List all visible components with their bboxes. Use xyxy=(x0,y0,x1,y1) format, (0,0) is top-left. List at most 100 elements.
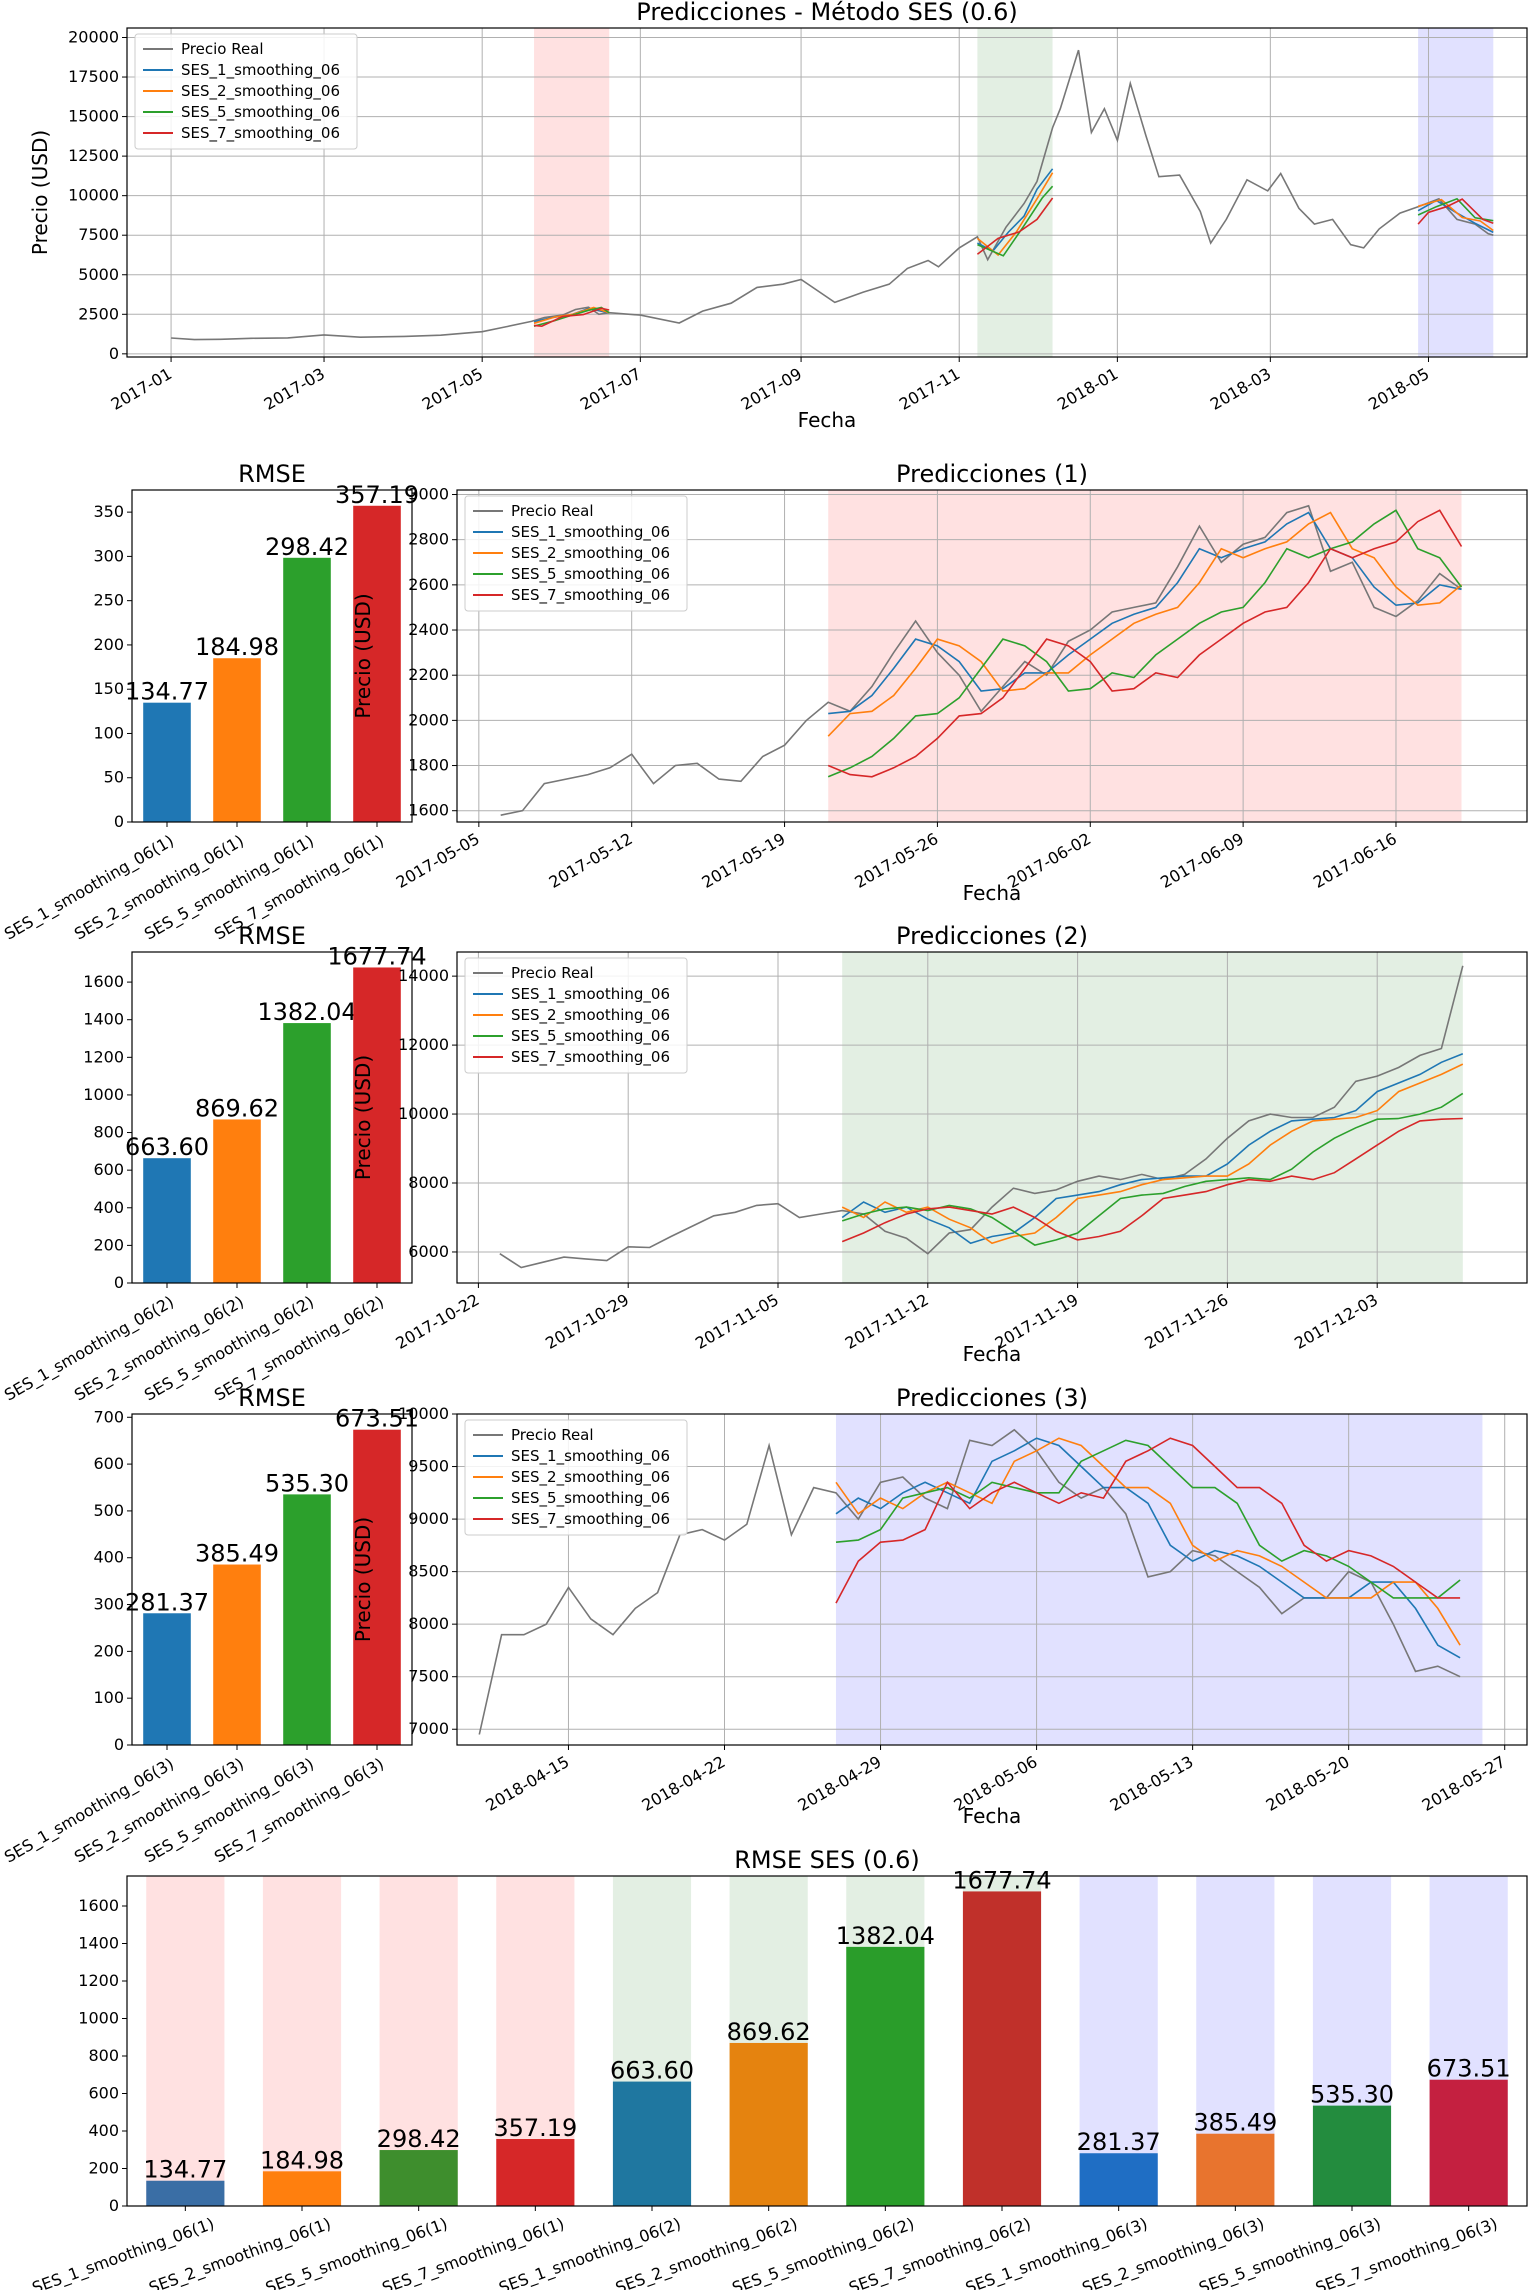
series-ses-7-smoothing-06 xyxy=(835,1437,1461,1604)
y-tick-label: 7500 xyxy=(408,1667,449,1686)
y-axis-label: Precio (USD) xyxy=(28,130,52,255)
bar-background xyxy=(146,1876,225,2206)
y-tick-label: 2400 xyxy=(408,620,449,639)
legend-label: SES_2_smoothing_06 xyxy=(511,544,670,563)
legend-label: SES_2_smoothing_06 xyxy=(511,1468,670,1487)
y-axis-label: Precio (USD) xyxy=(351,1517,375,1642)
y-tick-label: 10000 xyxy=(398,1104,449,1123)
y-tick-label: 600 xyxy=(88,2084,119,2103)
x-tick-label: 2018-04-22 xyxy=(638,1752,728,1815)
bar xyxy=(353,1429,401,1745)
x-axis-label: Fecha xyxy=(963,1804,1022,1828)
legend-label: SES_5_smoothing_06 xyxy=(181,103,340,122)
bar-value-label: 1677.74 xyxy=(327,942,426,970)
series-ses-5-smoothing-06 xyxy=(827,509,1463,778)
y-tick-label: 100 xyxy=(93,1688,124,1707)
series-ses-5-smoothing-06 xyxy=(841,1092,1464,1246)
y-tick-label: 300 xyxy=(93,1595,124,1614)
bar-background xyxy=(262,1876,342,2206)
legend-label: SES_5_smoothing_06 xyxy=(511,1027,670,1046)
y-tick-label: 2500 xyxy=(78,304,119,323)
bar xyxy=(262,2171,342,2206)
bar xyxy=(379,2150,458,2206)
x-tick-label: 2017-03 xyxy=(261,364,328,414)
series-ses-7-smoothing-06 xyxy=(827,509,1463,778)
y-tick-label: 50 xyxy=(104,768,124,787)
chart-title: RMSE SES (0.6) xyxy=(734,1846,920,1874)
axes-frame xyxy=(456,1413,1528,1746)
y-tick-label: 250 xyxy=(93,591,124,610)
y-tick-label: 15000 xyxy=(68,107,119,126)
y-tick-label: 600 xyxy=(93,1454,124,1473)
bar-value-label: 281.37 xyxy=(1077,2128,1161,2156)
series-precio-real xyxy=(500,504,1462,816)
legend-box xyxy=(464,1419,688,1536)
bar xyxy=(496,2139,575,2206)
bar-value-label: 298.42 xyxy=(377,2125,461,2153)
x-tick-label: SES_7_smoothing_06(3) xyxy=(1313,2214,1501,2290)
y-tick-label: 1400 xyxy=(78,1934,119,1953)
x-tick-label: 2017-10-22 xyxy=(392,1290,482,1353)
x-tick-label: 2017-05-19 xyxy=(699,829,789,892)
x-tick-label: 2017-09 xyxy=(738,364,805,414)
legend: Precio Real SES_1_smoothing_06 SES_2_smoot… xyxy=(464,1419,688,1536)
series-precio-real xyxy=(478,1428,1461,1735)
chart-title: Predicciones (1) xyxy=(896,460,1088,488)
chart-title: Predicciones - Método SES (0.6) xyxy=(636,0,1017,26)
panel-rmse_all: 02004006008001000120014001600134.77SES_1… xyxy=(30,1846,1528,2290)
y-tick-label: 9000 xyxy=(408,1509,449,1528)
series-ses-7-smoothing-06 xyxy=(976,197,1054,255)
bar xyxy=(1429,2079,1508,2206)
panel-main: 0 2500 5000 7500 10000 12500 15000 17500 20000 20… xyxy=(28,0,1528,432)
y-tick-label: 6000 xyxy=(408,1242,449,1261)
bar-value-label: 184.98 xyxy=(195,633,279,661)
series-ses-7-smoothing-06 xyxy=(533,307,610,328)
bar xyxy=(143,702,191,822)
bar xyxy=(353,505,401,822)
bar xyxy=(283,557,331,822)
bar-value-label: 184.98 xyxy=(260,2146,344,2174)
x-tick-label: 2017-11-05 xyxy=(692,1290,782,1353)
y-tick-label: 2800 xyxy=(408,530,449,549)
y-tick-label: 0 xyxy=(109,2196,119,2215)
x-tick-label: 2018-05 xyxy=(1365,364,1432,414)
y-tick-label: 400 xyxy=(93,1198,124,1217)
bar-value-label: 357.19 xyxy=(493,2114,577,2142)
y-tick-label: 1600 xyxy=(83,972,124,991)
panel-pred1: 1600 1800 2000 2200 2400 2600 2800 3000 2017-05-… xyxy=(351,460,1528,905)
y-tick-label: 0 xyxy=(114,1735,124,1754)
shaded-window xyxy=(1418,28,1494,357)
bar xyxy=(213,1119,261,1283)
y-tick-label: 5000 xyxy=(78,265,119,284)
legend-label: SES_7_smoothing_06 xyxy=(511,1510,670,1529)
legend-label: SES_7_smoothing_06 xyxy=(511,1048,670,1067)
bar xyxy=(143,1158,191,1283)
x-tick-label: 2017-05 xyxy=(419,364,486,414)
y-tick-label: 0 xyxy=(109,344,119,363)
y-tick-label: 7500 xyxy=(78,225,119,244)
x-tick-label: 2017-11-26 xyxy=(1141,1290,1231,1353)
y-tick-label: 700 xyxy=(93,1407,124,1426)
y-tick-label: 150 xyxy=(93,679,124,698)
x-tick-label: 2018-05-13 xyxy=(1107,1752,1197,1815)
x-tick-label: 2017-11 xyxy=(896,364,963,414)
y-axis-label: Precio (USD) xyxy=(351,1055,375,1180)
bar xyxy=(846,1946,925,2206)
axes-frame xyxy=(456,951,1528,1284)
bar-value-label: 134.77 xyxy=(143,2156,227,2184)
bar-value-label: 1382.04 xyxy=(257,998,356,1026)
y-tick-label: 200 xyxy=(93,635,124,654)
legend-label: SES_2_smoothing_06 xyxy=(181,82,340,101)
shaded-window xyxy=(534,28,610,357)
axes-frame xyxy=(131,489,413,823)
x-tick-label: 2018-01 xyxy=(1054,364,1121,414)
y-tick-label: 8000 xyxy=(408,1173,449,1192)
y-tick-label: 300 xyxy=(93,546,124,565)
y-tick-label: 20000 xyxy=(68,27,119,46)
axes-frame xyxy=(131,951,413,1284)
y-tick-label: 1600 xyxy=(408,801,449,820)
bar xyxy=(146,2180,225,2206)
panel-rmse3: 0100200300400500600700281.37SES_1_smooth… xyxy=(1,1384,419,1867)
x-tick-label: 2017-05-12 xyxy=(546,829,636,892)
x-axis-label: Fecha xyxy=(963,1342,1022,1366)
